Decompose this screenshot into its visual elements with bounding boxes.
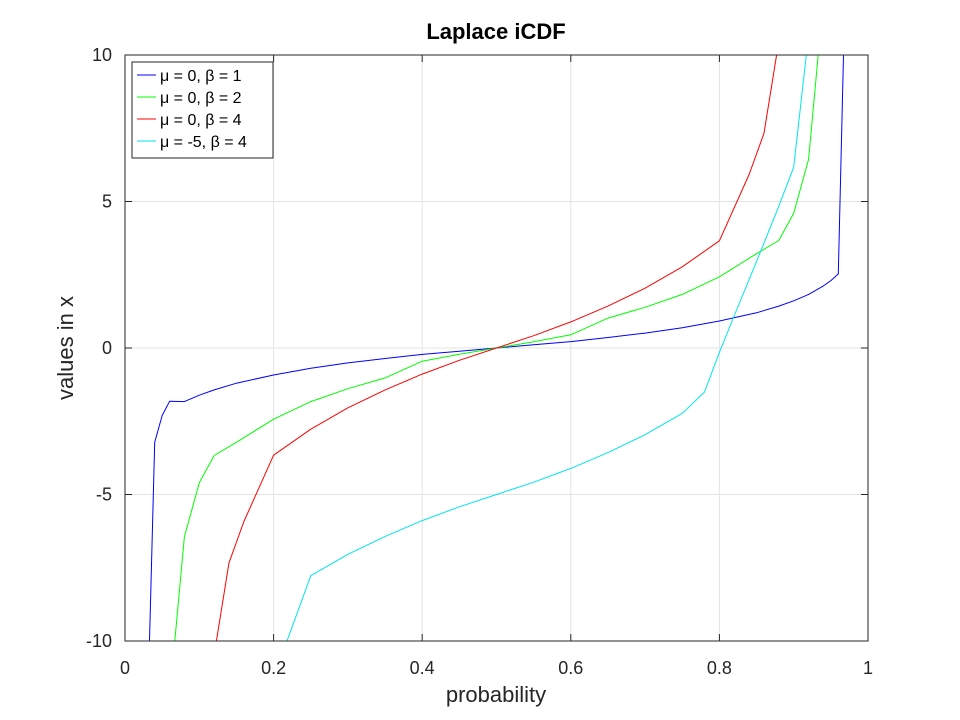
legend-label-4: μ = -5, β = 4 (160, 134, 247, 151)
series-line-3 (215, 54, 778, 642)
y-tick-label: 0 (102, 338, 112, 358)
y-tick-label: -5 (96, 485, 112, 505)
y-tick-label: -10 (86, 631, 112, 651)
x-tick-label: 0.6 (558, 658, 583, 678)
x-tick-label: 1 (863, 658, 873, 678)
chart-title: Laplace iCDF (426, 19, 565, 44)
x-tick-label: 0.2 (261, 658, 286, 678)
ticks: 0 0.2 0.4 0.6 0.8 1 -10 -5 0 5 10 (86, 45, 873, 678)
y-tick-label: 10 (92, 45, 112, 65)
legend-label-1: μ = 0, β = 1 (160, 68, 242, 85)
legend-box (131, 61, 274, 159)
x-axis-label: probability (446, 682, 546, 707)
x-tick-label: 0 (120, 658, 130, 678)
series-lines (149, 54, 844, 642)
grid (125, 55, 868, 641)
legend-label-3: μ = 0, β = 4 (160, 112, 242, 129)
legend-label-2: μ = 0, β = 2 (160, 90, 242, 107)
x-tick-label: 0.8 (707, 658, 732, 678)
legend: μ = 0, β = 1 μ = 0, β = 2 μ = 0, β = 4 μ = … (131, 61, 274, 159)
y-tick-label: 5 (102, 192, 112, 212)
y-axis-label: values in x (53, 296, 78, 400)
x-tick-label: 0.4 (410, 658, 435, 678)
series-line-4 (286, 54, 807, 642)
